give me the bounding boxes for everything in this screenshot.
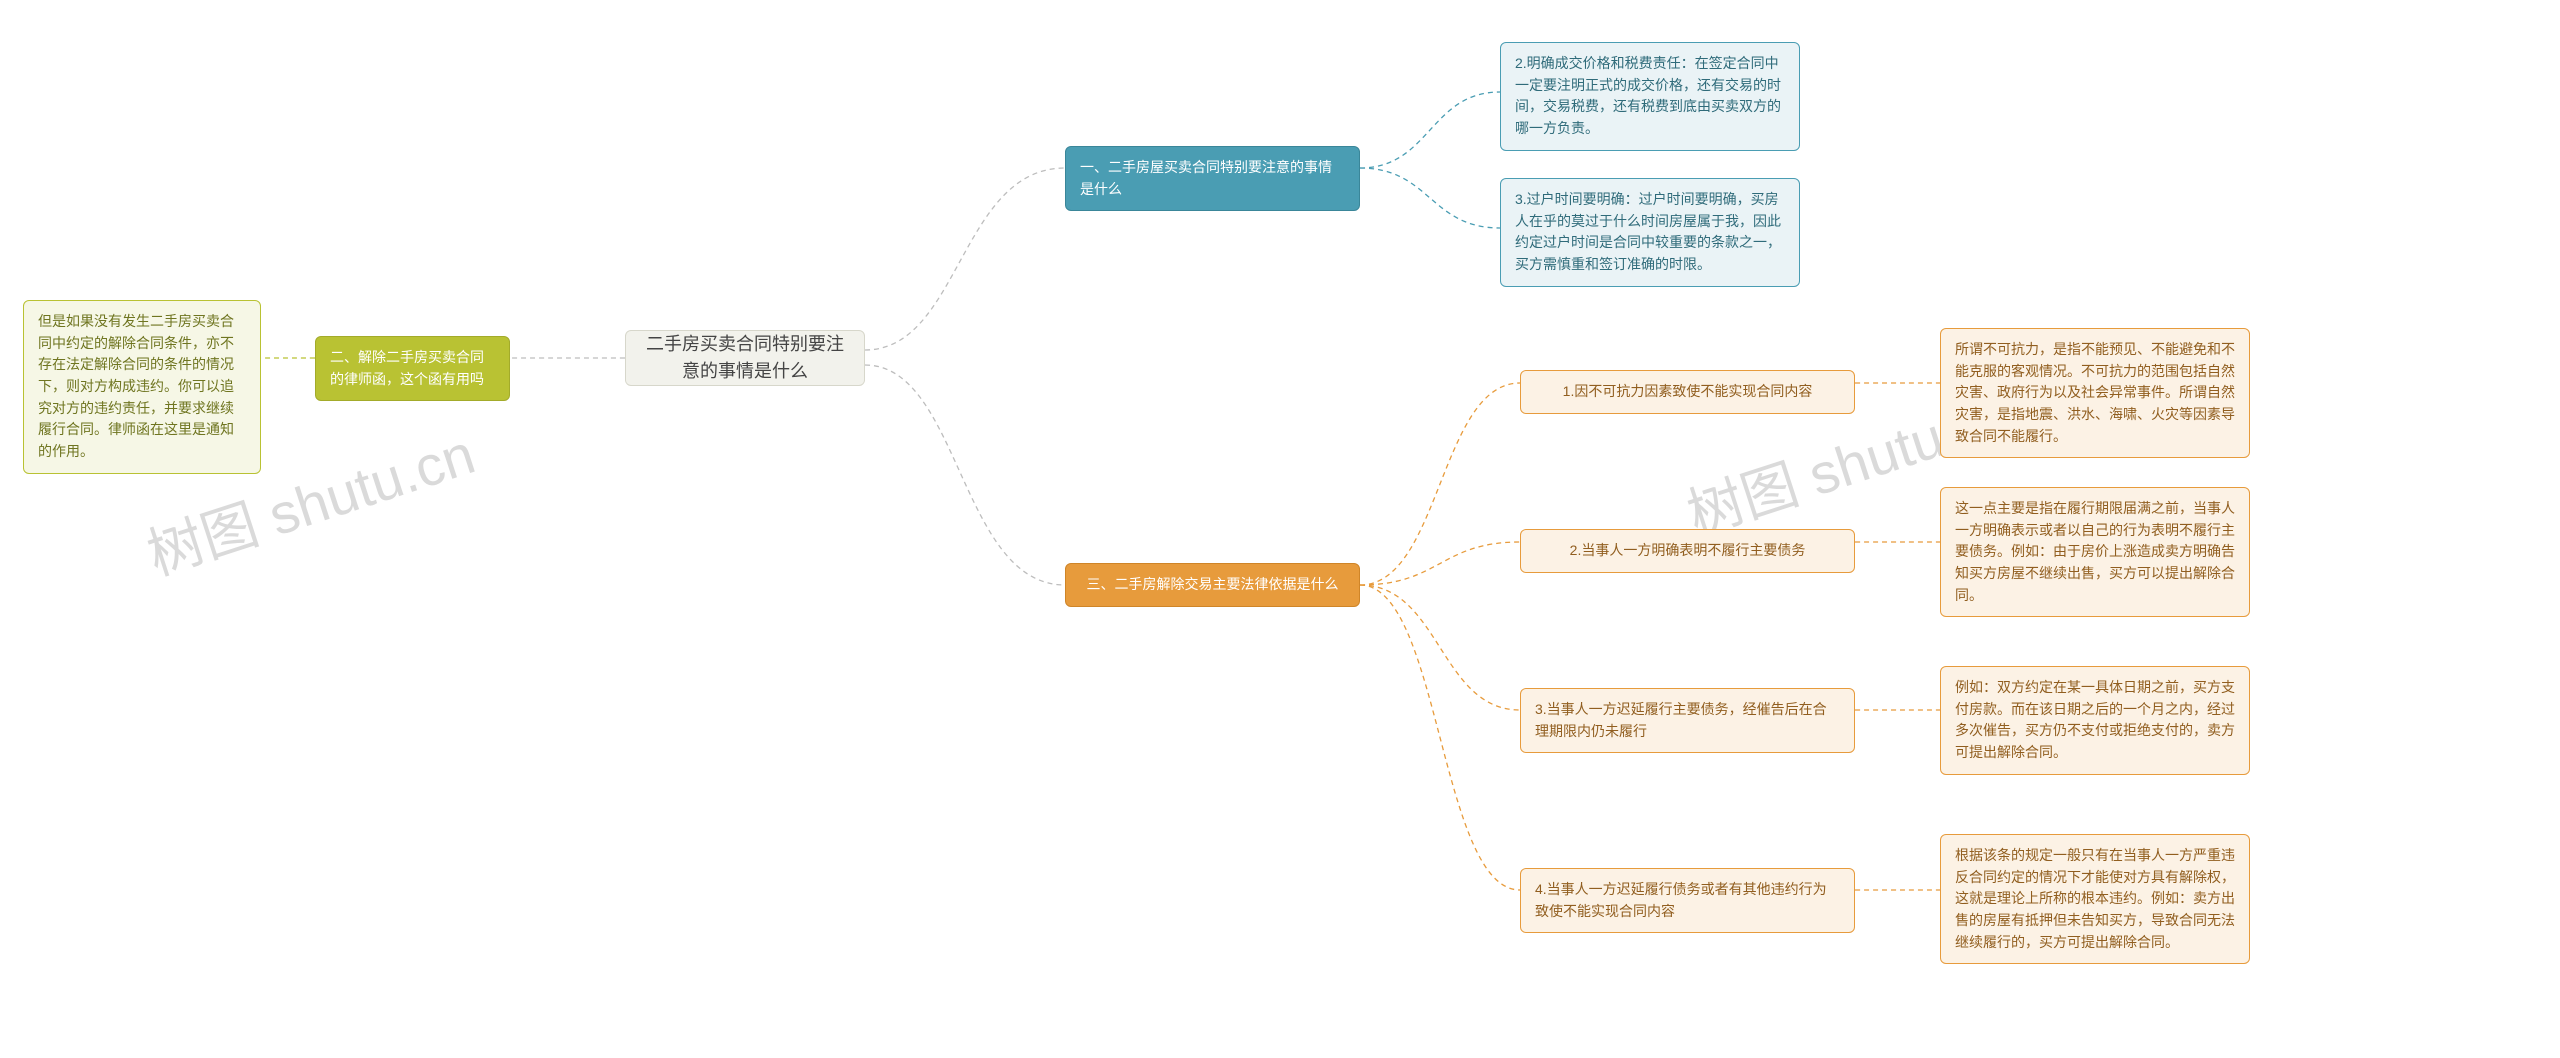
branch-3-node[interactable]: 三、二手房解除交易主要法律依据是什么 [1065,563,1360,607]
branch-3-leaf-1[interactable]: 这一点主要是指在履行期限届满之前，当事人一方明确表示或者以自己的行为表明不履行主… [1940,487,2250,617]
center-node[interactable]: 二手房买卖合同特别要注意的事情是什么 [625,330,865,386]
branch-1-leaf-0[interactable]: 2.明确成交价格和税费责任：在签定合同中一定要注明正式的成交价格，还有交易的时间… [1500,42,1800,151]
branch-1-node[interactable]: 一、二手房屋买卖合同特别要注意的事情是什么 [1065,146,1360,211]
branch-3-mid-2[interactable]: 3.当事人一方迟延履行主要债务，经催告后在合理期限内仍未履行 [1520,688,1855,753]
branch-1-leaf-1[interactable]: 3.过户时间要明确：过户时间要明确，买房人在乎的莫过于什么时间房屋属于我，因此约… [1500,178,1800,287]
branch-3-mid-0[interactable]: 1.因不可抗力因素致使不能实现合同内容 [1520,370,1855,414]
branch-left-leaf[interactable]: 但是如果没有发生二手房买卖合同中约定的解除合同条件，亦不存在法定解除合同的条件的… [23,300,261,474]
branch-3-mid-1[interactable]: 2.当事人一方明确表明不履行主要债务 [1520,529,1855,573]
branch-3-leaf-0[interactable]: 所谓不可抗力，是指不能预见、不能避免和不能克服的客观情况。不可抗力的范围包括自然… [1940,328,2250,458]
branch-3-leaf-2[interactable]: 例如：双方约定在某一具体日期之前，买方支付房款。而在该日期之后的一个月之内，经过… [1940,666,2250,775]
branch-left-node[interactable]: 二、解除二手房买卖合同的律师函，这个函有用吗 [315,336,510,401]
branch-3-leaf-3[interactable]: 根据该条的规定一般只有在当事人一方严重违反合同约定的情况下才能使对方具有解除权，… [1940,834,2250,964]
branch-3-mid-3[interactable]: 4.当事人一方迟延履行债务或者有其他违约行为致使不能实现合同内容 [1520,868,1855,933]
